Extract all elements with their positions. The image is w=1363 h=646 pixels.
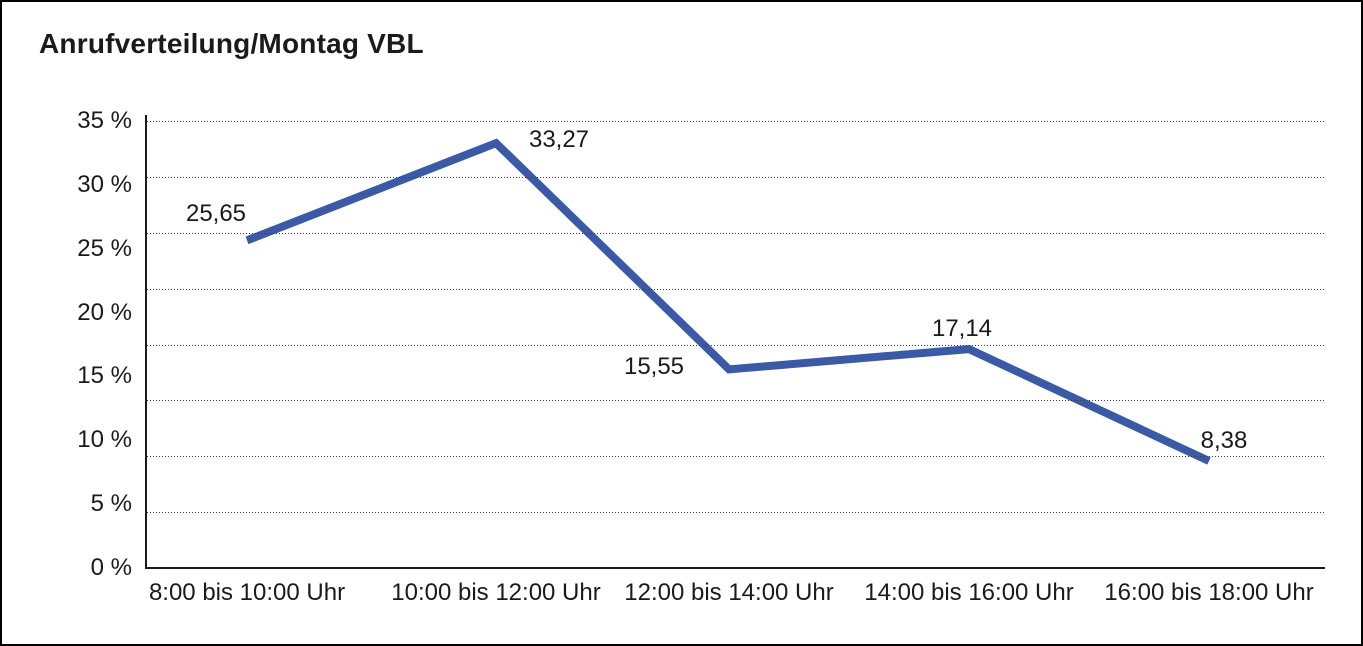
x-axis-tick-label: 10:00 bis 12:00 Uhr — [391, 579, 601, 606]
y-axis-tick-label: 35 % — [77, 107, 132, 134]
data-point-label: 8,38 — [1200, 426, 1248, 454]
gridline — [147, 400, 1325, 401]
gridline — [147, 121, 1325, 122]
y-axis-line — [145, 115, 147, 569]
data-line — [245, 138, 1211, 465]
data-point-label: 15,55 — [623, 353, 685, 381]
x-axis-tick-label: 16:00 bis 18:00 Uhr — [1104, 579, 1314, 606]
gridline — [147, 456, 1325, 457]
gridline — [147, 512, 1325, 513]
gridline — [147, 345, 1325, 346]
x-axis-tick-label: 12:00 bis 14:00 Uhr — [624, 579, 834, 606]
gridline — [147, 289, 1325, 290]
chart-title: Anrufverteilung/Montag VBL — [39, 28, 424, 59]
data-point-label: 33,27 — [528, 126, 590, 154]
gridline — [147, 233, 1325, 234]
x-axis-tick-label: 14:00 bis 16:00 Uhr — [864, 579, 1074, 606]
x-axis-tick-label: 8:00 bis 10:00 Uhr — [148, 579, 346, 606]
gridline — [147, 177, 1325, 178]
x-axis-line — [145, 567, 1325, 569]
y-axis-tick-label: 30 % — [77, 171, 132, 198]
y-axis-tick-label: 5 % — [90, 490, 132, 517]
y-axis-tick-label: 0 % — [90, 554, 132, 581]
y-axis-tick-label: 10 % — [77, 426, 132, 453]
y-axis-tick-label: 25 % — [77, 235, 132, 262]
data-point-label: 17,14 — [931, 315, 993, 343]
y-axis-tick-label: 15 % — [77, 362, 132, 389]
y-axis-tick-label: 20 % — [77, 299, 132, 326]
data-point-label: 25,65 — [185, 200, 247, 228]
